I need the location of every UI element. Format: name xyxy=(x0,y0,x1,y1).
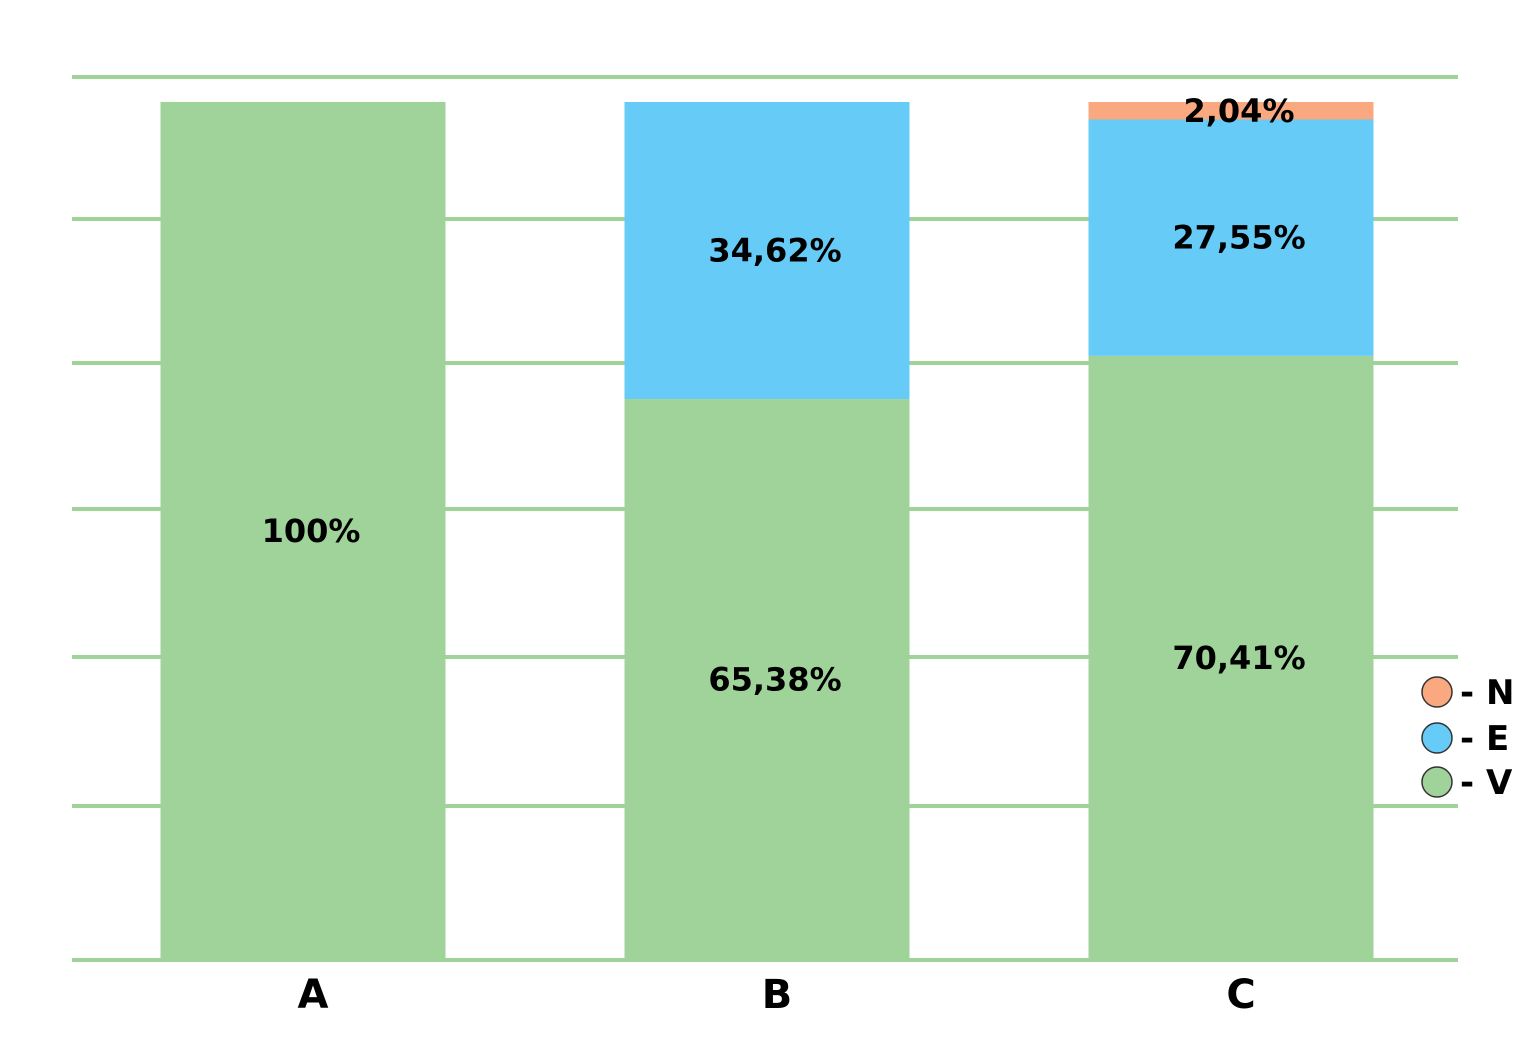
legend-label-v: - V xyxy=(1460,763,1513,803)
data-label: 100% xyxy=(262,512,361,550)
category-label-a: A xyxy=(298,972,329,1018)
category-labels: A B C xyxy=(298,972,1256,1018)
legend-marker-e xyxy=(1421,722,1453,754)
segment-labels: 100% 65,38% 34,62% 70,41% 27,55% 2,04% xyxy=(262,92,1306,699)
data-label: 65,38% xyxy=(708,661,841,699)
data-label: 2,04% xyxy=(1183,92,1294,130)
data-label: 34,62% xyxy=(708,232,841,270)
legend-marker-v xyxy=(1421,766,1453,798)
bar-segment-c-n xyxy=(1088,102,1374,120)
data-label: 27,55% xyxy=(1172,219,1305,257)
legend-label-e: - E xyxy=(1460,719,1509,759)
category-label-c: C xyxy=(1226,972,1255,1018)
category-label-b: B xyxy=(762,972,793,1018)
bar-segment-b-e xyxy=(624,102,910,400)
legend-label-n: - N xyxy=(1460,673,1514,713)
bars xyxy=(160,102,1374,960)
bar-segment-c-e xyxy=(1088,119,1374,356)
bar-segment-c-v xyxy=(1088,355,1374,960)
legend-marker-n xyxy=(1421,676,1453,708)
data-label: 70,41% xyxy=(1172,639,1305,677)
bar-segment-b-v xyxy=(624,399,910,960)
bar-segment-a-v xyxy=(160,102,446,960)
legend: - N - E- V xyxy=(1421,673,1514,803)
